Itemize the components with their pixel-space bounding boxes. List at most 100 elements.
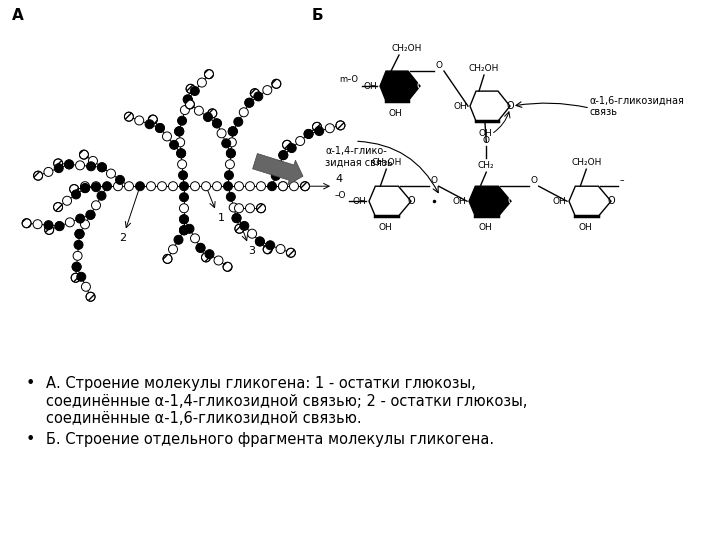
Text: OH: OH <box>378 223 392 232</box>
Circle shape <box>315 126 324 136</box>
Circle shape <box>44 221 53 230</box>
Text: Б: Б <box>312 8 323 23</box>
Circle shape <box>75 230 84 238</box>
Circle shape <box>222 139 230 148</box>
Text: •: • <box>25 376 35 392</box>
Circle shape <box>34 171 42 180</box>
Circle shape <box>228 127 238 136</box>
Text: O: O <box>416 81 424 91</box>
Circle shape <box>279 181 287 191</box>
Circle shape <box>178 116 186 125</box>
Circle shape <box>72 262 81 271</box>
Circle shape <box>168 181 178 191</box>
Circle shape <box>246 181 254 191</box>
Text: CH₂OH: CH₂OH <box>469 64 499 73</box>
Circle shape <box>71 273 80 282</box>
Text: OH: OH <box>552 197 566 206</box>
Text: O: O <box>431 176 437 185</box>
Text: CH₂OH: CH₂OH <box>371 158 402 167</box>
Circle shape <box>214 256 223 265</box>
Circle shape <box>178 160 186 169</box>
Circle shape <box>336 121 345 130</box>
Text: 2: 2 <box>120 233 127 243</box>
Circle shape <box>76 214 85 223</box>
Circle shape <box>86 210 95 219</box>
Circle shape <box>304 130 313 138</box>
Text: O: O <box>408 196 415 206</box>
Polygon shape <box>569 186 611 216</box>
Circle shape <box>179 226 189 235</box>
Circle shape <box>63 196 71 205</box>
Circle shape <box>179 226 189 235</box>
Circle shape <box>279 181 287 191</box>
Circle shape <box>229 203 238 212</box>
Circle shape <box>54 164 63 173</box>
Circle shape <box>191 234 199 243</box>
Circle shape <box>86 210 95 219</box>
Text: А: А <box>12 8 24 23</box>
Circle shape <box>179 215 189 224</box>
Circle shape <box>185 224 194 233</box>
Circle shape <box>71 190 81 199</box>
Circle shape <box>65 160 73 169</box>
Circle shape <box>217 129 226 138</box>
Circle shape <box>208 109 217 118</box>
Circle shape <box>72 262 81 271</box>
Polygon shape <box>380 71 420 101</box>
Circle shape <box>240 221 249 231</box>
Text: –: – <box>619 176 624 185</box>
Circle shape <box>81 181 89 191</box>
Text: –O: –O <box>335 191 346 200</box>
Circle shape <box>254 92 263 101</box>
Circle shape <box>232 214 241 222</box>
Text: соединённые α-1,4-гликозидной связью; 2 - остатки глюкозы,: соединённые α-1,4-гликозидной связью; 2 … <box>46 394 527 409</box>
Text: CH₂OH: CH₂OH <box>392 44 422 53</box>
Text: OH: OH <box>478 223 492 232</box>
Circle shape <box>102 181 112 191</box>
Circle shape <box>145 120 154 129</box>
Circle shape <box>256 181 266 191</box>
Text: O: O <box>436 61 443 70</box>
Circle shape <box>75 230 84 238</box>
Circle shape <box>135 116 144 125</box>
Text: соединённые α-1,6-гликозидной связью.: соединённые α-1,6-гликозидной связью. <box>46 410 361 426</box>
Text: OH: OH <box>352 197 366 206</box>
Circle shape <box>65 160 73 169</box>
Circle shape <box>235 181 243 191</box>
Circle shape <box>296 137 305 145</box>
Circle shape <box>91 183 101 192</box>
Text: m–O: m–O <box>339 75 358 84</box>
Circle shape <box>91 181 101 191</box>
Text: Б. Строение отдельного фрагмента молекулы гликогена.: Б. Строение отдельного фрагмента молекул… <box>46 431 494 447</box>
Circle shape <box>185 100 194 109</box>
Circle shape <box>232 214 241 222</box>
Circle shape <box>325 124 334 133</box>
Text: 3: 3 <box>248 246 255 256</box>
Circle shape <box>304 130 313 138</box>
Circle shape <box>169 140 179 150</box>
Circle shape <box>55 221 64 231</box>
Circle shape <box>91 201 101 210</box>
Text: А. Строение молекулы гликогена: 1 - остатки глюкозы,: А. Строение молекулы гликогена: 1 - оста… <box>46 376 476 392</box>
Text: •: • <box>25 431 35 447</box>
Circle shape <box>245 98 253 107</box>
Circle shape <box>168 245 178 254</box>
Circle shape <box>276 245 285 253</box>
Circle shape <box>148 115 158 124</box>
Circle shape <box>248 229 256 238</box>
Circle shape <box>186 84 195 93</box>
Circle shape <box>251 89 259 98</box>
Circle shape <box>212 119 222 128</box>
Circle shape <box>235 204 243 213</box>
Circle shape <box>225 160 235 169</box>
Circle shape <box>228 127 238 136</box>
Text: 1: 1 <box>218 213 225 223</box>
Circle shape <box>202 253 210 262</box>
Circle shape <box>226 149 235 158</box>
Circle shape <box>97 163 107 172</box>
Circle shape <box>53 202 63 212</box>
Circle shape <box>263 86 272 94</box>
Circle shape <box>234 117 243 126</box>
Circle shape <box>194 106 204 115</box>
Circle shape <box>271 171 280 180</box>
